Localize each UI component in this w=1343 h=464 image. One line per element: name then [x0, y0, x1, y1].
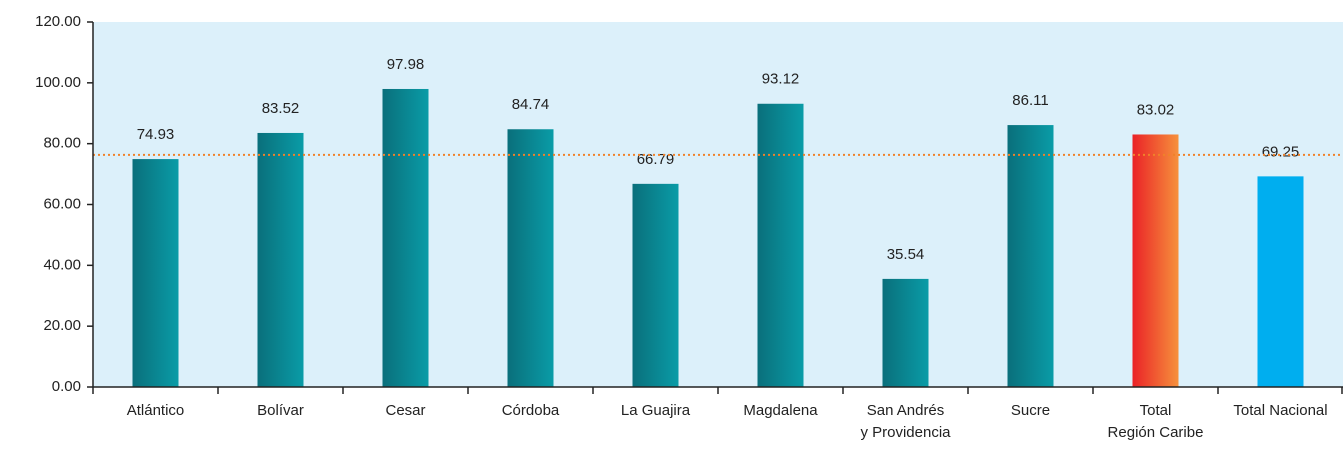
bar: [1257, 176, 1304, 387]
data-label: 86.11: [1012, 92, 1048, 109]
data-label: 84.74: [512, 96, 550, 113]
bar: [632, 183, 679, 387]
bar: [1007, 125, 1054, 387]
data-label: 66.79: [637, 151, 675, 168]
y-tick-label: 60.00: [43, 195, 81, 212]
y-tick-label: 40.00: [43, 256, 81, 273]
x-tick-label: Córdoba: [501, 402, 560, 419]
x-tick-label: La Guajira: [620, 402, 691, 419]
bar: [507, 129, 554, 388]
bar: [882, 278, 929, 387]
bar: [257, 132, 304, 387]
x-tick-label: Total Región Caribe: [1107, 402, 1204, 441]
x-tick-label: Cesar: [385, 402, 426, 419]
y-tick-label: 100.00: [35, 74, 81, 91]
x-tick-label: Total Nacional: [1233, 402, 1328, 419]
data-label: 35.54: [887, 246, 925, 263]
x-tick-label: Atlántico: [126, 402, 185, 419]
y-tick-label: 0.00: [52, 378, 81, 395]
bar: [1132, 134, 1179, 387]
data-label: 93.12: [762, 71, 800, 88]
data-label: 69.25: [1262, 143, 1300, 160]
bar: [382, 88, 429, 387]
y-tick-label: 120.00: [35, 13, 81, 30]
data-label: 74.93: [137, 126, 175, 143]
x-tick-label: Sucre: [1010, 402, 1051, 419]
data-label: 83.02: [1137, 101, 1175, 118]
bar: [757, 103, 804, 387]
x-tick-label: Magdalena: [743, 402, 818, 419]
y-tick-label: 80.00: [43, 135, 81, 152]
data-label: 83.52: [262, 100, 300, 117]
bar: [132, 159, 179, 387]
y-tick-label: 20.00: [43, 317, 81, 334]
x-tick-label: San Andrés y Providencia: [860, 402, 951, 441]
data-label: 97.98: [387, 56, 425, 73]
x-tick-label: Bolívar: [257, 402, 304, 419]
